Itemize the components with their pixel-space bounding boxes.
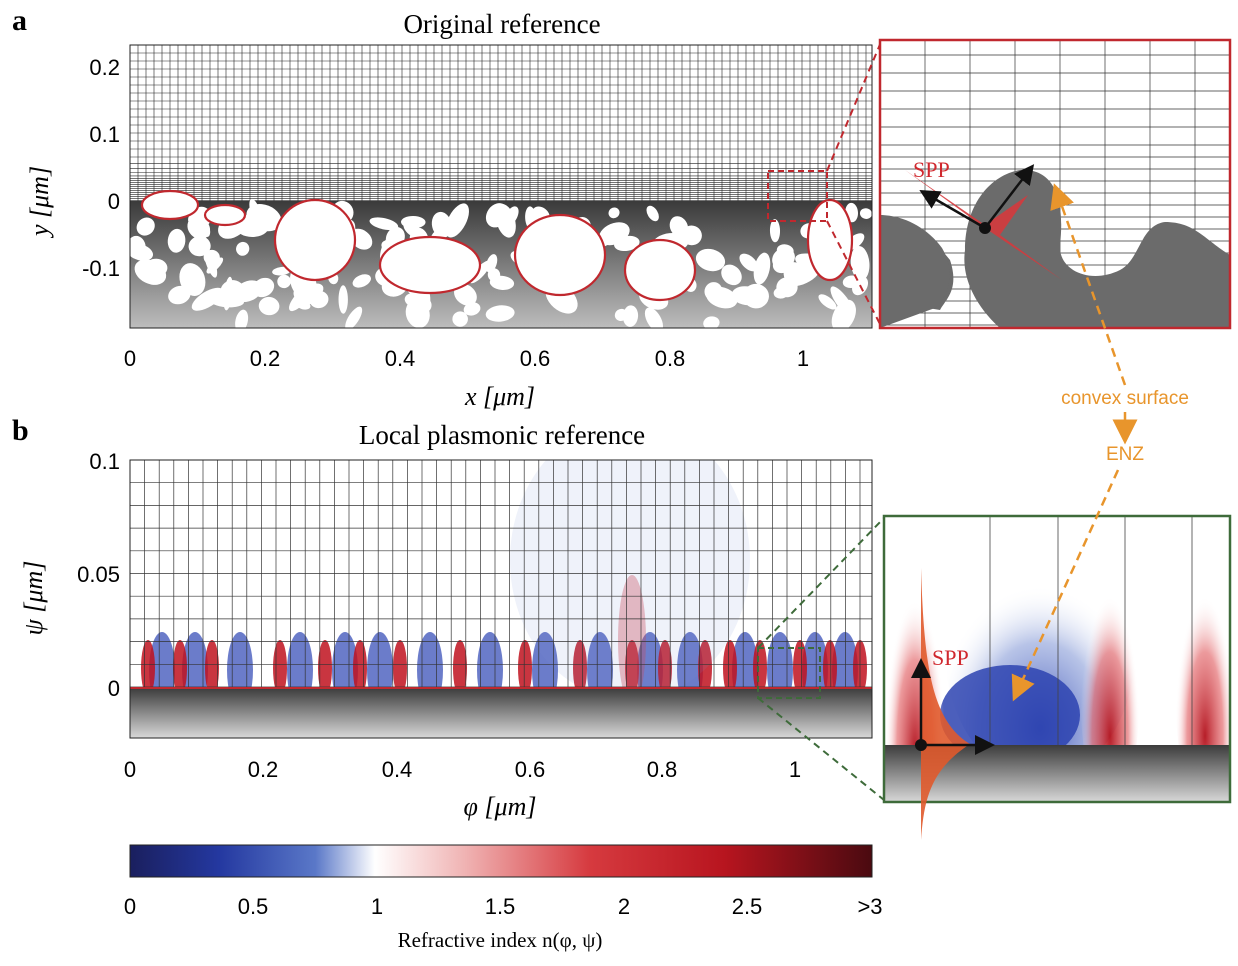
panel-b-xlabel: φ [μm] [464,792,537,821]
colorbar-tick: 0 [124,894,136,919]
panel-a-xtick: 0.2 [250,346,281,371]
colorbar-label: Refractive index n(φ, ψ) [398,928,603,952]
panel-b-xtick: 0 [124,757,136,782]
panel-b-ylabel: ψ [μm] [19,561,48,636]
enz-arrow [1011,469,1120,702]
inset-b-spp-profile [921,568,970,840]
panel-b-letter: b [12,414,29,447]
panel-b-zoom-line-bottom [757,697,885,801]
panel-b-ytick: 0.1 [89,449,120,474]
inset-b-origin-dot [915,739,927,751]
inset-b-spp-label: SPP [932,645,969,670]
panel-b-zoom-box [757,647,821,699]
inset-a-spp-label: SPP [913,157,950,182]
colorbar-tick: 0.5 [238,894,269,919]
panel-a-xtick: 0.4 [385,346,416,371]
panel-a-ytick: -0.1 [82,256,120,281]
panel-a-zoom-line-bottom [826,220,882,327]
panel-a-xlabel: x [μm] [464,382,535,411]
panel-a-xtick: 0.8 [655,346,686,371]
inset-a-frame [878,38,1232,330]
panel-b-plot [130,460,872,738]
panel-a-title: Original reference [403,9,600,39]
panel-b-xtick: 0.8 [647,757,678,782]
panel-b-xtick: 0.4 [382,757,413,782]
inset-b-frame [882,514,1232,804]
panel-a-xtick: 1 [797,346,809,371]
colorbar-tick: 1 [371,894,383,919]
colorbar-tick: 1.5 [485,894,516,919]
inset-a-metal-left [880,215,950,328]
panel-b-frame [129,459,873,739]
panel-a-ylabel: y [μm] [25,166,54,239]
panel-a-plot [130,45,872,328]
panel-a-letter: a [12,4,27,37]
inset-a-metal [880,169,1230,328]
colorbar [129,844,873,878]
panel-b-ytick: 0.05 [77,562,120,587]
panel-b-xtick: 0.6 [515,757,546,782]
panel-b-xtick: 0.2 [248,757,279,782]
panel-a-inset: SPP [880,40,1230,328]
colorbar-tick: 2.5 [732,894,763,919]
panel-b-zoom-line-top [757,517,885,649]
panel-b-title: Local plasmonic reference [359,420,645,450]
convex-arrow-up [1050,183,1127,386]
panel-a-xtick: 0 [124,346,136,371]
inset-a-arrow-1 [919,189,986,230]
panel-b-xtick: 1 [789,757,801,782]
panel-a-zoom-box [767,170,828,222]
inset-a-origin-dot [979,222,991,234]
panel-a-ytick: 0 [108,189,120,214]
panel-a-frame [129,44,873,329]
panel-b-ytick: 0 [108,676,120,701]
colorbar-tick: >3 [857,894,882,919]
panel-a-ytick: 0.2 [89,55,120,80]
inset-a-arrow-2 [984,164,1035,229]
convex-surface-label: convex surface [1061,388,1189,409]
enz-label: ENZ [1106,444,1144,465]
panel-b-inset [884,516,1230,802]
panel-a-ytick: 0.1 [89,122,120,147]
colorbar-tick: 2 [618,894,630,919]
panel-a-xtick: 0.6 [520,346,551,371]
